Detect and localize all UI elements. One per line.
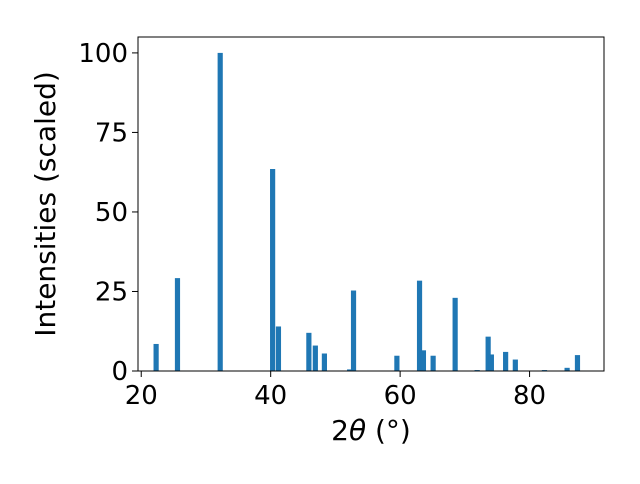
x-axis-ticks: 20 40 60 80 — [125, 371, 546, 411]
bar — [485, 336, 491, 371]
bar — [574, 355, 581, 371]
bar — [488, 354, 494, 371]
x-tick-label: 40 — [254, 381, 287, 411]
plot-frame — [137, 36, 605, 372]
bar — [270, 169, 276, 371]
bars-group — [153, 52, 581, 372]
x-axis-label-suffix: (°) — [366, 414, 411, 447]
bar — [321, 353, 327, 371]
bar — [394, 355, 400, 371]
bar — [452, 297, 458, 371]
bar — [350, 290, 357, 371]
bar — [153, 343, 159, 371]
bar — [564, 367, 570, 371]
bar — [512, 359, 518, 371]
y-tick-label: 75 — [95, 118, 128, 148]
x-tick-label: 80 — [513, 381, 546, 411]
y-axis-label: Intensities (scaled) — [29, 71, 62, 337]
bar — [503, 351, 509, 371]
y-tick-label: 25 — [95, 277, 128, 307]
bar — [217, 52, 223, 372]
bar — [275, 326, 282, 371]
y-tick-label: 50 — [95, 198, 128, 228]
y-tick-label: 0 — [111, 357, 128, 387]
bar — [420, 350, 427, 371]
bar — [174, 278, 181, 371]
x-axis-label-prefix: 2 — [331, 414, 349, 447]
x-axis-label-symbol: θ — [349, 414, 366, 447]
bar — [312, 345, 318, 371]
y-tick-label: 100 — [78, 39, 128, 69]
bar — [430, 355, 436, 371]
x-axis-label: 2θ (°) — [331, 414, 411, 447]
bar — [306, 332, 312, 371]
bar — [347, 369, 353, 371]
x-tick-label: 20 — [125, 381, 158, 411]
x-tick-label: 60 — [384, 381, 417, 411]
bar — [416, 280, 423, 371]
y-axis-ticks: 0 25 50 75 100 — [78, 39, 138, 387]
